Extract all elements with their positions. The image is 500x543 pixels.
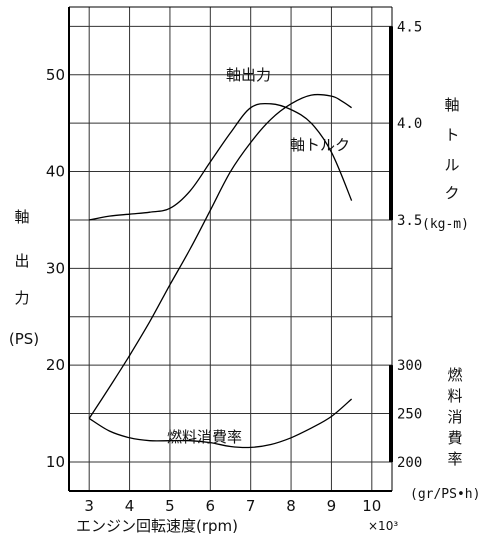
fuel-axis-title-char-1: 燃 — [447, 366, 462, 384]
x-axis-title: エンジン回転速度(rpm) — [76, 517, 238, 535]
fuel-consumption-curve — [88, 398, 353, 449]
x-tick-label-5: 7 — [246, 497, 256, 515]
torque-axis-title-char-3: ル — [444, 156, 459, 174]
series-label-power: 軸出力 — [226, 66, 271, 84]
series — [88, 93, 353, 449]
x-tick-label-8: 10 — [362, 497, 381, 515]
series-label-fuel: 燃料消費率 — [167, 428, 242, 446]
left-axis-title-char-3: 力 — [14, 289, 29, 307]
left-tick-label-5: 50 — [46, 66, 65, 84]
left-axis-title-char-1: 軸 — [14, 208, 29, 226]
fuel-axis-title-char-4: 費 — [447, 429, 462, 447]
torque-axis-title-char-2: ト — [444, 126, 459, 144]
left-tick-label-3: 30 — [46, 259, 65, 277]
x-tick-label-6: 8 — [286, 497, 296, 515]
torque-axis-title-char-1: 軸 — [444, 96, 459, 114]
x-tick-label-7: 9 — [327, 497, 337, 515]
left-tick-label-1: 10 — [46, 453, 65, 471]
series-label-torque: 軸トルク — [290, 136, 350, 154]
x-tick-label-1: 3 — [84, 497, 94, 515]
fuel-tick-label-3: 300 — [397, 358, 422, 374]
x-tick-label-2: 4 — [125, 497, 135, 515]
torque-curve — [89, 102, 353, 221]
x-tick-label-4: 6 — [206, 497, 216, 515]
fuel-axis-unit: (gr/PS•h) — [410, 487, 480, 502]
left-tick-label-2: 20 — [46, 356, 65, 374]
torque-scale-bar — [389, 26, 393, 220]
fuel-tick-label-2: 250 — [397, 407, 422, 423]
torque-axis-unit: (kg-m) — [422, 217, 469, 232]
torque-axis-title-char-4: ク — [444, 184, 459, 202]
x-tick-label-3: 5 — [165, 497, 175, 515]
left-axis-title-unit: (PS) — [9, 330, 39, 348]
fuel-tick-label-1: 200 — [397, 455, 422, 471]
x-axis-multiplier: ×10³ — [368, 519, 398, 533]
torque-tick-label-3: 4.5 — [397, 19, 422, 35]
fuel-axis-title-char-3: 消 — [447, 408, 462, 426]
left-axis-title-char-2: 出 — [14, 252, 29, 270]
torque-tick-label-2: 4.0 — [397, 116, 422, 132]
axes: 10 20 30 40 50 3 4 5 6 7 8 9 10 3.5 4.0 4.5 200 250 300 — [46, 6, 422, 515]
fuel-scale-bar — [389, 365, 393, 462]
left-tick-label-4: 40 — [46, 163, 65, 181]
torque-tick-label-1: 3.5 — [397, 213, 422, 229]
power-curve — [88, 93, 352, 419]
fuel-axis-title-char-5: 率 — [447, 450, 462, 468]
fuel-axis-title-char-2: 料 — [447, 387, 462, 405]
